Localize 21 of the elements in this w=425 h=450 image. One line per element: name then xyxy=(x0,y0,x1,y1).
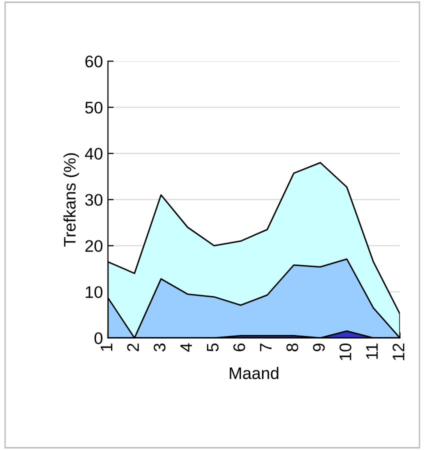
x-tick-label: 12 xyxy=(392,344,404,360)
y-tick-label: 50 xyxy=(85,102,102,114)
x-tick-label: 7 xyxy=(260,344,272,352)
y-tick-label: 40 xyxy=(84,148,102,160)
x-tick-label: 11 xyxy=(366,344,378,359)
x-tick-label: 5 xyxy=(206,344,219,352)
y-tick-label: 0 xyxy=(94,332,102,344)
y-tick-label: 20 xyxy=(85,240,102,252)
x-tick-label: 4 xyxy=(180,343,192,352)
x-tick-label: 10 xyxy=(340,343,352,360)
y-tick-label: 60 xyxy=(85,56,102,68)
x-tick-label: 3 xyxy=(154,344,166,352)
x-tick-label: 2 xyxy=(127,344,139,352)
x-tick-label: 1 xyxy=(100,344,112,351)
x-tick-label: 6 xyxy=(233,344,246,352)
y-tick-label: 30 xyxy=(85,194,102,206)
y-tick-label: 10 xyxy=(86,286,102,298)
x-tick-label: 8 xyxy=(286,344,298,352)
y-axis-title: Trefkans (%) xyxy=(63,153,79,247)
x-tick-label: 9 xyxy=(312,344,325,352)
x-axis-title: Maand xyxy=(230,366,278,380)
